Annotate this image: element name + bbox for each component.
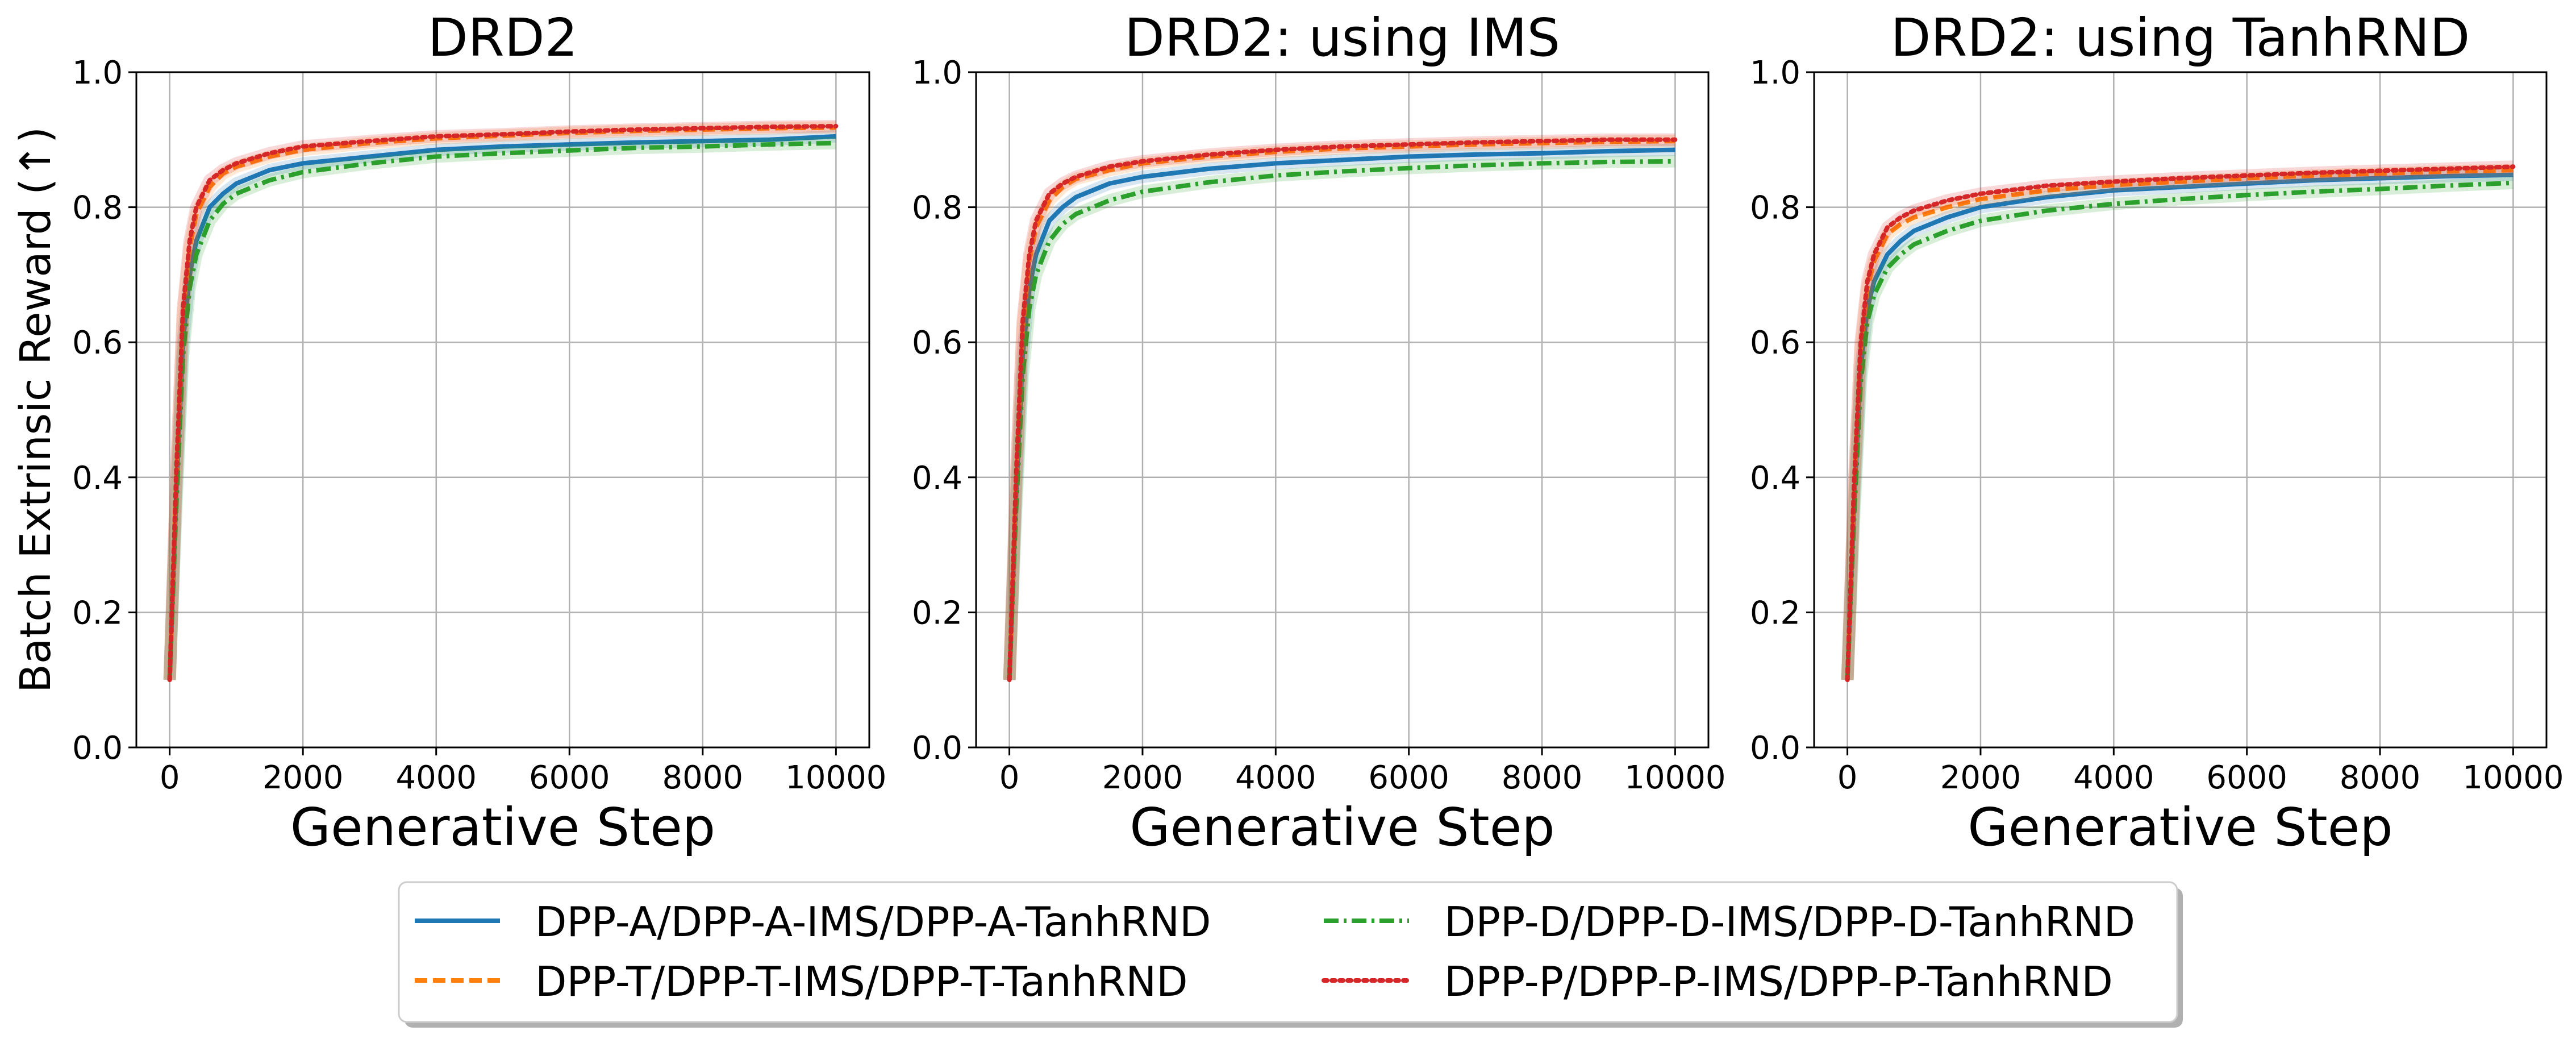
series-line-4	[167, 124, 839, 683]
x-axis-label: Generative Step	[290, 797, 715, 858]
y-axis-title: Batch Extrinsic Reward (↑)	[11, 127, 60, 693]
x-tick-label: 6000	[529, 759, 610, 796]
series-band-1	[1003, 143, 1675, 680]
y-tick-label: 0.2	[72, 595, 123, 631]
x-tick-label: 0	[1837, 759, 1858, 796]
chart-panels: 0 2000 4000 6000 8000 10000 0.0 0.2 0.4 0.6 0.8 1.0…	[72, 7, 2564, 858]
x-tick-label: 8000	[662, 759, 744, 796]
series-band-1	[163, 130, 836, 680]
panel-2: 0 2000 4000 6000 8000 10000 0.0 0.2 0.4 0.6 0.8 1.0…	[912, 7, 1726, 858]
y-tick-label: 0.4	[912, 460, 962, 497]
series-band-1	[1841, 168, 2514, 680]
legend-label-2: DPP-T/DPP-T-IMS/DPP-T-TanhRND	[535, 958, 1188, 1005]
y-tick-label: 0.6	[72, 325, 123, 361]
x-axis-label: Generative Step	[1968, 797, 2392, 858]
series-line-4	[1007, 137, 1678, 683]
y-tick-label: 0.8	[72, 190, 123, 227]
y-tick-label: 1.0	[72, 55, 123, 92]
series-line-2	[1007, 139, 1675, 680]
y-tick-label: 0.6	[912, 325, 962, 361]
series-line-3	[1007, 159, 1675, 680]
y-tick-label: 0.2	[1750, 595, 1800, 631]
x-tick-label: 0	[160, 759, 180, 796]
series-line-2	[1845, 168, 2514, 680]
plot-frame	[975, 71, 1710, 749]
x-tick-label: 6000	[2206, 759, 2287, 796]
y-tick-label: 0.2	[912, 595, 962, 631]
series-band-4	[1841, 160, 2514, 680]
y-tick-label: 0.4	[1750, 460, 1800, 497]
y-tick-label: 1.0	[912, 55, 962, 92]
y-tick-label: 0.0	[912, 730, 962, 767]
y-tick-label: 0.6	[1750, 325, 1800, 361]
x-tick-label: 8000	[1502, 759, 1583, 796]
y-tick-label: 1.0	[1750, 55, 1800, 92]
x-tick-label: 4000	[1235, 759, 1316, 796]
x-tick-label: 10000	[785, 759, 886, 796]
series-line-4	[1845, 164, 2516, 683]
y-axis-label: Batch Extrinsic Reward (↑)	[11, 127, 60, 693]
plot-frame	[1813, 71, 2548, 749]
series-line-3	[167, 140, 836, 680]
panel-3: 0 2000 4000 6000 8000 10000 0.0 0.2 0.4 0.6 0.8 1.0…	[1750, 7, 2564, 858]
y-tick-label: 0.8	[912, 190, 962, 227]
series-band-3	[163, 136, 836, 680]
y-tick-label: 0.0	[1750, 730, 1800, 767]
x-tick-label: 0	[999, 759, 1020, 796]
series-band-4	[163, 120, 836, 680]
x-tick-label: 10000	[2462, 759, 2564, 796]
x-tick-label: 4000	[395, 759, 477, 796]
series-band-2	[1841, 164, 2514, 680]
legend-box	[398, 881, 2178, 1023]
x-tick-label: 2000	[262, 759, 344, 796]
x-tick-label: 8000	[2340, 759, 2421, 796]
plot-frame	[135, 71, 870, 749]
y-tick-label: 0.8	[1750, 190, 1800, 227]
series-line-1	[1845, 172, 2514, 680]
x-tick-label: 10000	[1624, 759, 1725, 796]
x-tick-label: 2000	[1940, 759, 2021, 796]
x-tick-label: 2000	[1102, 759, 1183, 796]
panel-1: 0 2000 4000 6000 8000 10000 0.0 0.2 0.4 0.6 0.8 1.0…	[72, 7, 887, 858]
series-line-3	[1845, 180, 2514, 680]
legend: DPP-A/DPP-A-IMS/DPP-A-TanhRND DPP-T/DPP-T…	[398, 881, 2183, 1028]
series-line-1	[167, 134, 836, 680]
x-tick-label: 6000	[1368, 759, 1449, 796]
series-line-2	[167, 125, 836, 680]
series-band-3	[1841, 176, 2514, 680]
y-tick-label: 0.4	[72, 460, 123, 497]
legend-label-3: DPP-D/DPP-D-IMS/DPP-D-TanhRND	[1444, 898, 2135, 946]
legend-label-1: DPP-A/DPP-A-IMS/DPP-A-TanhRND	[535, 898, 1211, 946]
series-band-2	[1003, 135, 1675, 680]
panel-title: DRD2: using IMS	[1124, 7, 1560, 68]
y-tick-label: 0.0	[72, 730, 123, 767]
series-band-2	[163, 121, 836, 680]
series-line-1	[1007, 147, 1675, 680]
panel-title: DRD2: using TanhRND	[1891, 7, 2470, 68]
x-tick-label: 4000	[2073, 759, 2154, 796]
legend-label-4: DPP-P/DPP-P-IMS/DPP-P-TanhRND	[1444, 958, 2113, 1005]
series-band-3	[1003, 155, 1675, 680]
series-band-4	[1003, 133, 1675, 680]
panel-title: DRD2	[428, 7, 578, 68]
x-axis-label: Generative Step	[1129, 797, 1554, 858]
